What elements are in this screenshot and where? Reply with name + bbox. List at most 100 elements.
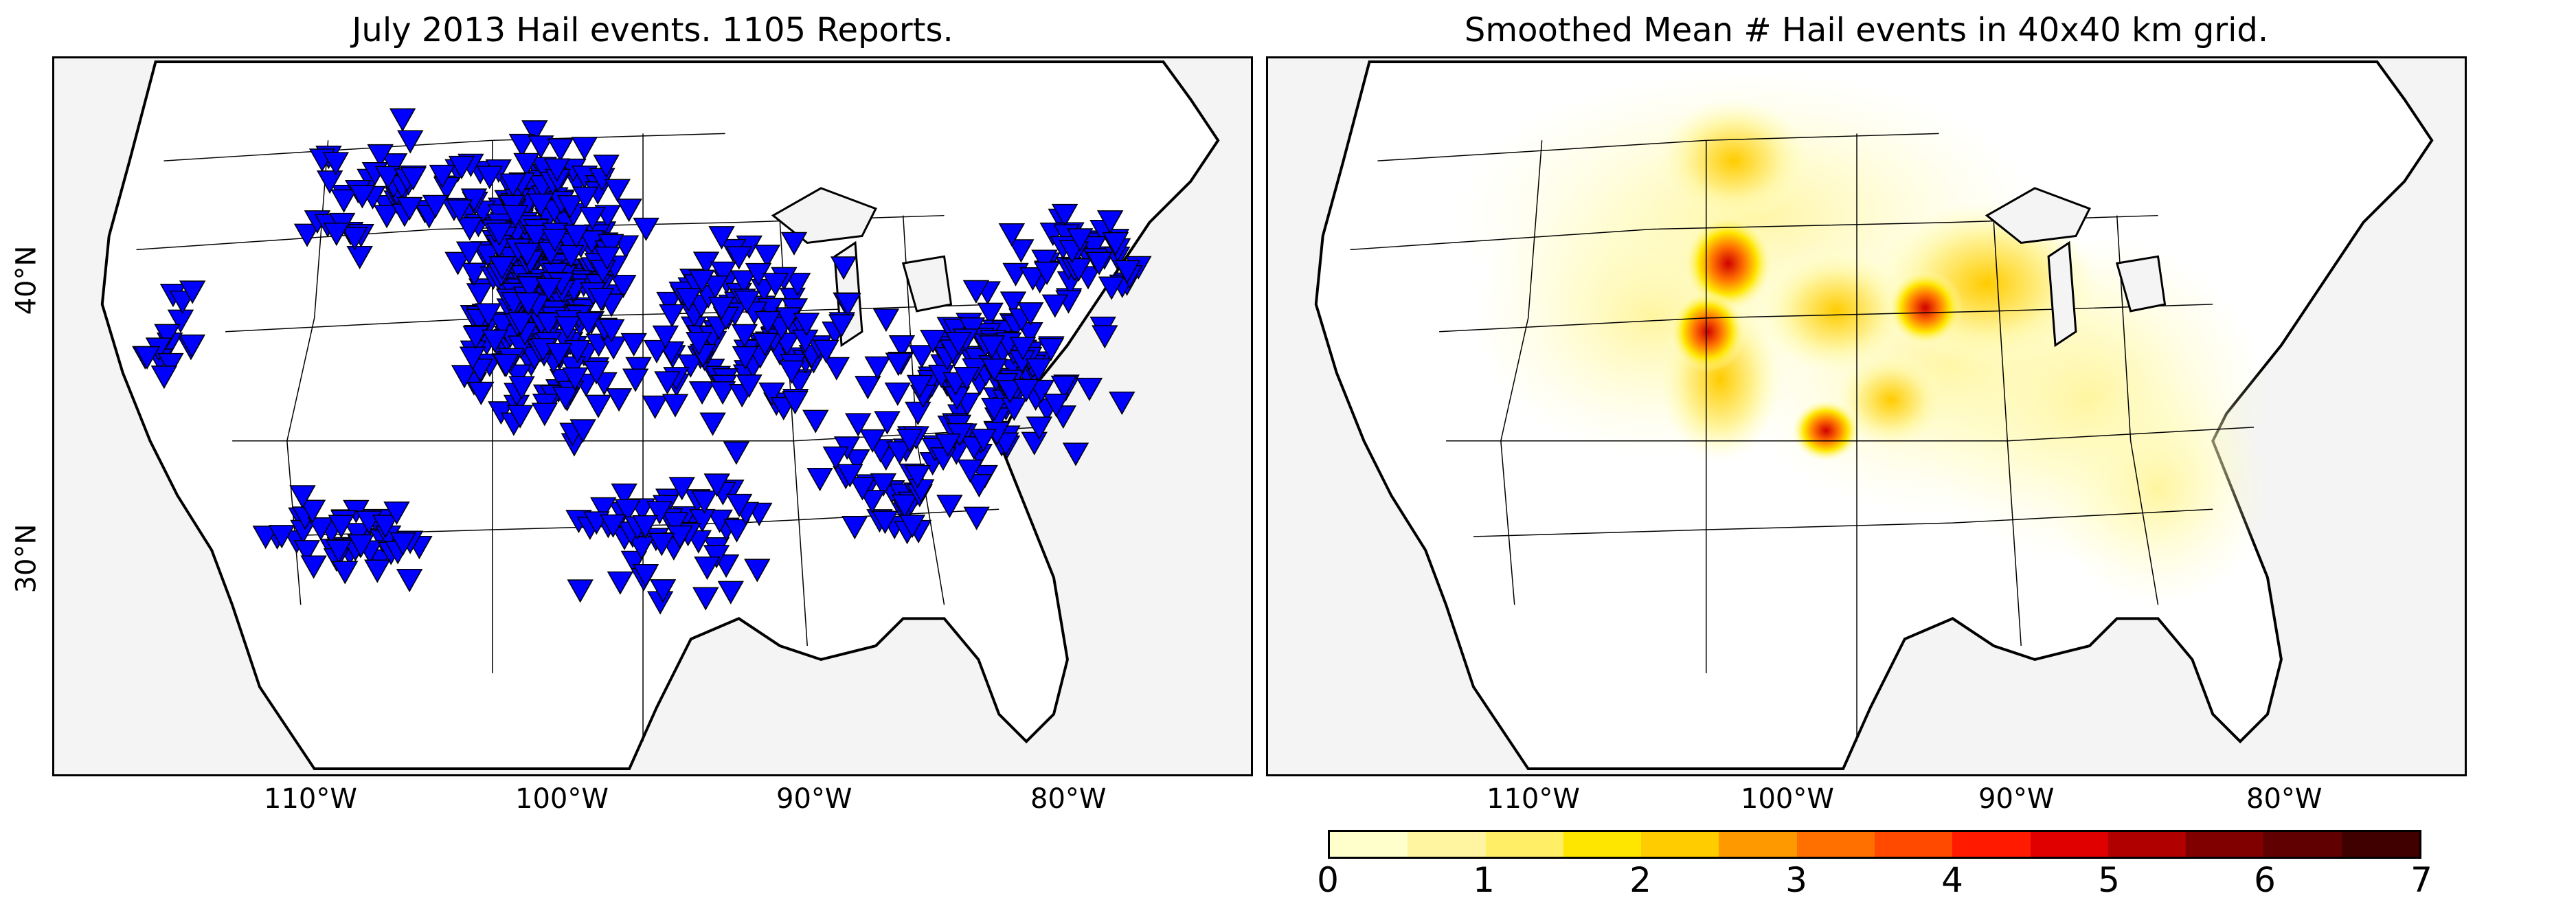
hail-report-marker bbox=[997, 380, 1024, 404]
hail-report-marker bbox=[662, 394, 689, 418]
hail-report-marker bbox=[179, 334, 205, 358]
hail-report-marker bbox=[793, 313, 820, 337]
hail-report-marker bbox=[1102, 232, 1129, 256]
hail-report-marker bbox=[505, 364, 532, 388]
hail-report-marker bbox=[575, 312, 602, 336]
hail-report-marker bbox=[179, 280, 206, 304]
hail-report-marker bbox=[953, 366, 980, 391]
hail-report-marker bbox=[332, 561, 359, 585]
hail-report-marker bbox=[835, 293, 861, 317]
hail-report-marker bbox=[885, 352, 912, 376]
hail-report-marker bbox=[675, 288, 702, 312]
hail-report-marker bbox=[874, 411, 901, 435]
hail-report-marker bbox=[708, 226, 735, 250]
hail-report-marker bbox=[632, 564, 659, 588]
hail-report-marker bbox=[725, 493, 753, 517]
colorbar-tick-0: 0 bbox=[1317, 860, 1339, 900]
hail-report-marker bbox=[468, 381, 495, 405]
hail-report-marker bbox=[1098, 276, 1125, 300]
hail-report-marker bbox=[604, 179, 631, 203]
hail-report-marker bbox=[448, 155, 475, 180]
hail-report-marker bbox=[598, 319, 625, 343]
hail-report-marker bbox=[535, 278, 563, 302]
hail-report-marker bbox=[1017, 302, 1044, 326]
hail-report-marker bbox=[598, 234, 624, 258]
hail-report-marker bbox=[899, 515, 926, 539]
colorbar-tick-5: 5 bbox=[2098, 860, 2120, 900]
hail-report-marker bbox=[872, 308, 900, 333]
hail-report-marker bbox=[1076, 377, 1103, 401]
hail-report-marker bbox=[522, 225, 550, 249]
hail-report-marker bbox=[515, 292, 542, 316]
hail-report-marker bbox=[506, 405, 534, 429]
hail-report-marker bbox=[150, 365, 178, 390]
hail-report-marker bbox=[888, 335, 916, 359]
hail-report-marker bbox=[962, 280, 990, 304]
hail-report-marker bbox=[723, 441, 750, 465]
hail-report-marker bbox=[1026, 416, 1053, 440]
hail-report-marker bbox=[571, 137, 598, 161]
lon-tick-110w-right: 110°W bbox=[1487, 783, 1580, 815]
hail-report-marker bbox=[855, 376, 881, 400]
hail-report-marker bbox=[849, 477, 876, 501]
hail-report-marker bbox=[778, 360, 805, 384]
hail-report-marker bbox=[252, 526, 279, 550]
lon-tick-90w-left: 90°W bbox=[776, 783, 852, 815]
hail-report-marker bbox=[300, 555, 327, 579]
hail-report-markers bbox=[132, 108, 1152, 615]
hail-report-marker bbox=[1109, 391, 1136, 416]
hail-report-marker bbox=[502, 205, 529, 229]
hail-report-marker bbox=[884, 382, 911, 406]
lon-tick-100w-right: 100°W bbox=[1741, 783, 1834, 815]
hail-report-marker bbox=[702, 275, 729, 300]
hail-report-marker bbox=[998, 223, 1026, 247]
colorbar-segment bbox=[1408, 832, 1486, 857]
hail-report-marker bbox=[488, 256, 516, 280]
hail-report-marker bbox=[397, 130, 424, 154]
hail-report-marker bbox=[859, 429, 886, 453]
hail-report-marker bbox=[456, 217, 483, 241]
hail-report-marker bbox=[758, 382, 785, 406]
hail-report-marker bbox=[822, 446, 849, 470]
hail-report-marker bbox=[1009, 337, 1037, 361]
hail-report-marker bbox=[475, 303, 502, 327]
colorbar-segment bbox=[1719, 832, 1797, 857]
lon-tick-100w-left: 100°W bbox=[515, 783, 609, 815]
hail-report-marker bbox=[422, 194, 449, 218]
hail-report-marker bbox=[446, 199, 473, 223]
hail-report-marker bbox=[381, 153, 408, 177]
hail-report-marker bbox=[587, 288, 615, 312]
hail-report-marker bbox=[966, 474, 993, 498]
hail-report-marker bbox=[625, 357, 652, 381]
hail-report-marker bbox=[691, 490, 718, 515]
hail-report-marker bbox=[806, 468, 833, 492]
colorbar-segment bbox=[1641, 832, 1719, 857]
hail-report-marker bbox=[322, 152, 350, 176]
hail-report-marker bbox=[703, 545, 730, 569]
hail-report-marker bbox=[692, 587, 719, 611]
hail-report-marker bbox=[1050, 375, 1078, 399]
hail-report-marker bbox=[572, 186, 599, 210]
hail-report-marker bbox=[372, 515, 399, 539]
hail-report-marker bbox=[908, 345, 936, 369]
hail-report-marker bbox=[614, 499, 642, 523]
hail-report-marker bbox=[666, 525, 693, 549]
hail-report-marker bbox=[1114, 260, 1141, 284]
hail-report-marker bbox=[864, 356, 891, 380]
hail-report-marker bbox=[677, 354, 704, 378]
hail-report-marker bbox=[828, 314, 855, 338]
colorbar-segment bbox=[2108, 832, 2187, 857]
hail-report-marker bbox=[535, 312, 562, 337]
hail-report-marker bbox=[906, 374, 934, 398]
hail-report-marker bbox=[528, 135, 554, 159]
hail-report-marker bbox=[569, 419, 596, 443]
colorbar-tick-4: 4 bbox=[1941, 860, 1963, 900]
hail-report-marker bbox=[1041, 294, 1069, 318]
colorbar-tick-2: 2 bbox=[1629, 860, 1651, 900]
hail-report-marker bbox=[564, 339, 591, 363]
hail-report-marker bbox=[945, 332, 972, 356]
hail-report-marker bbox=[970, 428, 997, 453]
hail-reports-map-svg bbox=[100, 60, 1220, 771]
hail-report-marker bbox=[703, 473, 730, 497]
hail-report-marker bbox=[499, 173, 526, 197]
